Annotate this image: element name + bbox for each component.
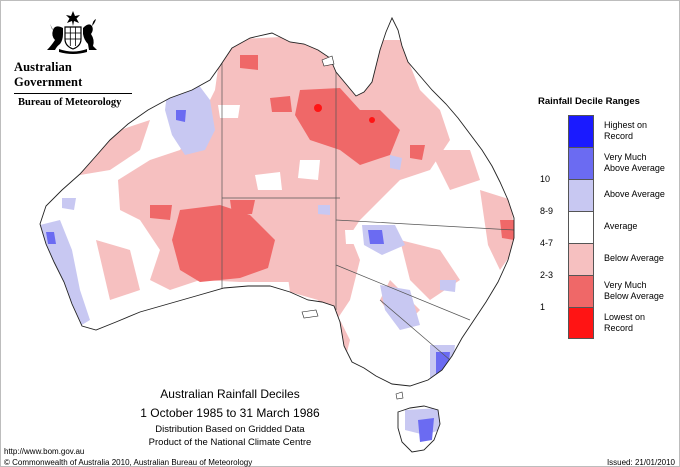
- legend-label-line: Below Average: [604, 291, 664, 301]
- legend-title: Rainfall Decile Ranges: [538, 96, 640, 107]
- legend-range: 1: [540, 302, 546, 312]
- government-name: Australian Government: [14, 60, 83, 89]
- tasmania: [397, 405, 441, 453]
- mainland-coastline: [39, 16, 515, 387]
- legend-label-line: Very Much: [604, 280, 647, 290]
- legend-swatch: [568, 115, 594, 147]
- legend-label-line: Above Average: [604, 189, 665, 199]
- legend-swatch: [568, 211, 594, 243]
- state-borders: [221, 30, 514, 361]
- decile-regions: [40, 30, 514, 378]
- legend-label-line: Highest on: [604, 120, 648, 130]
- legend-label-line: Record: [604, 323, 634, 333]
- map-title: Australian Rainfall Deciles: [160, 387, 300, 401]
- map-period: 1 October 1985 to 31 March 1986: [140, 406, 320, 420]
- legend-range: 8-9: [540, 206, 554, 216]
- legend-label: Above Average: [604, 189, 678, 200]
- legend-swatch: [568, 243, 594, 275]
- legend-range: 2-3: [540, 270, 554, 280]
- island: [321, 55, 335, 67]
- legend-label-line: Below Average: [604, 253, 664, 263]
- legend-swatch: [568, 307, 594, 339]
- logo-divider: [14, 93, 132, 94]
- map-note-1: Distribution Based on Gridded Data: [155, 424, 305, 435]
- legend-label: Highest on Record: [604, 120, 678, 142]
- legend-swatch: [568, 147, 594, 179]
- website-link[interactable]: http://www.bom.gov.au: [4, 447, 85, 456]
- legend-label-line: Record: [604, 131, 634, 141]
- legend-swatch: [568, 179, 594, 211]
- legend-range: 4-7: [540, 238, 554, 248]
- issued-date: Issued: 21/01/2010: [606, 458, 675, 467]
- government-logo: Australian Government Bureau of Meteorol…: [14, 10, 132, 108]
- legend-label-line: Lowest on: [604, 312, 646, 322]
- legend-label: Average: [604, 221, 678, 232]
- legend-label: Lowest on Record: [604, 312, 678, 334]
- legend-label: Very Much Above Average: [604, 152, 678, 174]
- legend-label-line: Average: [604, 221, 638, 231]
- coat-of-arms-icon: [47, 11, 97, 54]
- map-title-block: Australian Rainfall Deciles 1 October 19…: [100, 387, 360, 448]
- legend-label-line: Very Much: [604, 152, 647, 162]
- legend-label: Below Average: [604, 253, 678, 264]
- copyright-text: © Commonwealth of Australia 2010, Austra…: [4, 458, 253, 467]
- legend-range: 10: [540, 174, 551, 184]
- legend-swatch: [568, 275, 594, 307]
- island: [301, 309, 319, 319]
- legend-label: Very Much Below Average: [604, 280, 678, 302]
- island: [395, 391, 404, 400]
- bureau-name: Bureau of Meteorology: [18, 97, 122, 108]
- map-note-2: Product of the National Climate Centre: [148, 437, 312, 448]
- legend-label-line: Above Average: [604, 163, 665, 173]
